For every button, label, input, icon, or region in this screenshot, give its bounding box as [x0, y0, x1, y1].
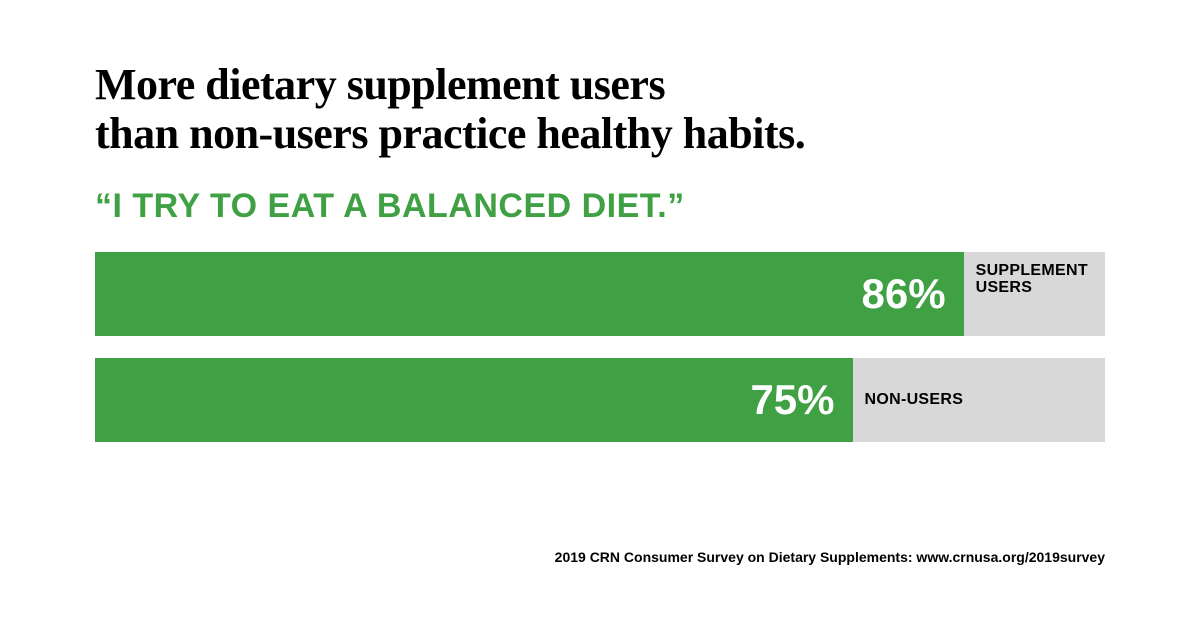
bar-row: 86% SUPPLEMENTUSERS	[95, 252, 1105, 336]
headline-line-2: than non-users practice healthy habits.	[95, 109, 805, 158]
headline: More dietary supplement users than non-u…	[95, 60, 1105, 159]
bar-row: 75% NON-USERS	[95, 358, 1105, 442]
bar-label: SUPPLEMENTUSERS	[976, 262, 1088, 297]
bar-label: NON-USERS	[865, 391, 964, 409]
bar-chart: 86% SUPPLEMENTUSERS 75% NON-USERS	[95, 252, 1105, 442]
bar-fill: 86%	[95, 252, 964, 336]
bar-value: 86%	[862, 270, 946, 318]
bar-fill: 75%	[95, 358, 853, 442]
subhead-quote: “I TRY TO EAT A BALANCED DIET.”	[95, 187, 1105, 226]
source-citation: 2019 CRN Consumer Survey on Dietary Supp…	[555, 549, 1105, 565]
headline-line-1: More dietary supplement users	[95, 60, 665, 109]
bar-value: 75%	[750, 376, 834, 424]
infographic-canvas: More dietary supplement users than non-u…	[95, 60, 1105, 442]
